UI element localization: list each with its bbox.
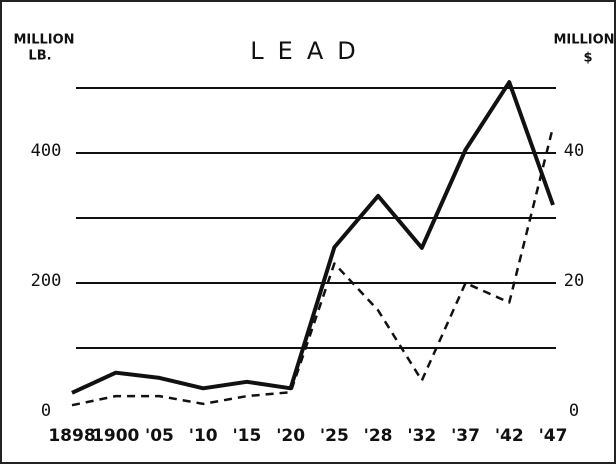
- y-axis-label: LB.: [28, 49, 51, 64]
- data-line: [71, 126, 555, 407]
- y2-axis-label: $: [583, 51, 592, 66]
- x-tick-label: '47: [539, 426, 568, 446]
- x-tick-label: '20: [276, 426, 305, 446]
- chart-title: LEAD: [250, 37, 369, 65]
- y2-tick-label: 20: [564, 271, 584, 291]
- x-tick-label: '10: [189, 426, 218, 446]
- x-tick-label: 1900: [92, 426, 139, 446]
- x-tick-label: '28: [364, 426, 393, 446]
- y2-axis-label: MILLION: [553, 33, 614, 48]
- x-tick-label: '15: [232, 426, 261, 446]
- x-tick-label: '42: [495, 426, 524, 446]
- x-tick-label: '05: [145, 426, 174, 446]
- x-tick-label: 1898: [48, 426, 95, 446]
- x-tick-label: '32: [407, 426, 436, 446]
- y2-tick-label: 0: [569, 401, 579, 421]
- y-tick-label: 400: [31, 141, 62, 161]
- y-axis-label: MILLION: [13, 33, 74, 48]
- y2-tick-label: 40: [564, 141, 584, 161]
- y-tick-label: 0: [41, 401, 51, 421]
- x-tick-label: '37: [451, 426, 480, 446]
- x-tick-label: '25: [320, 426, 349, 446]
- data-line: [71, 80, 555, 395]
- y-tick-label: 200: [31, 271, 62, 291]
